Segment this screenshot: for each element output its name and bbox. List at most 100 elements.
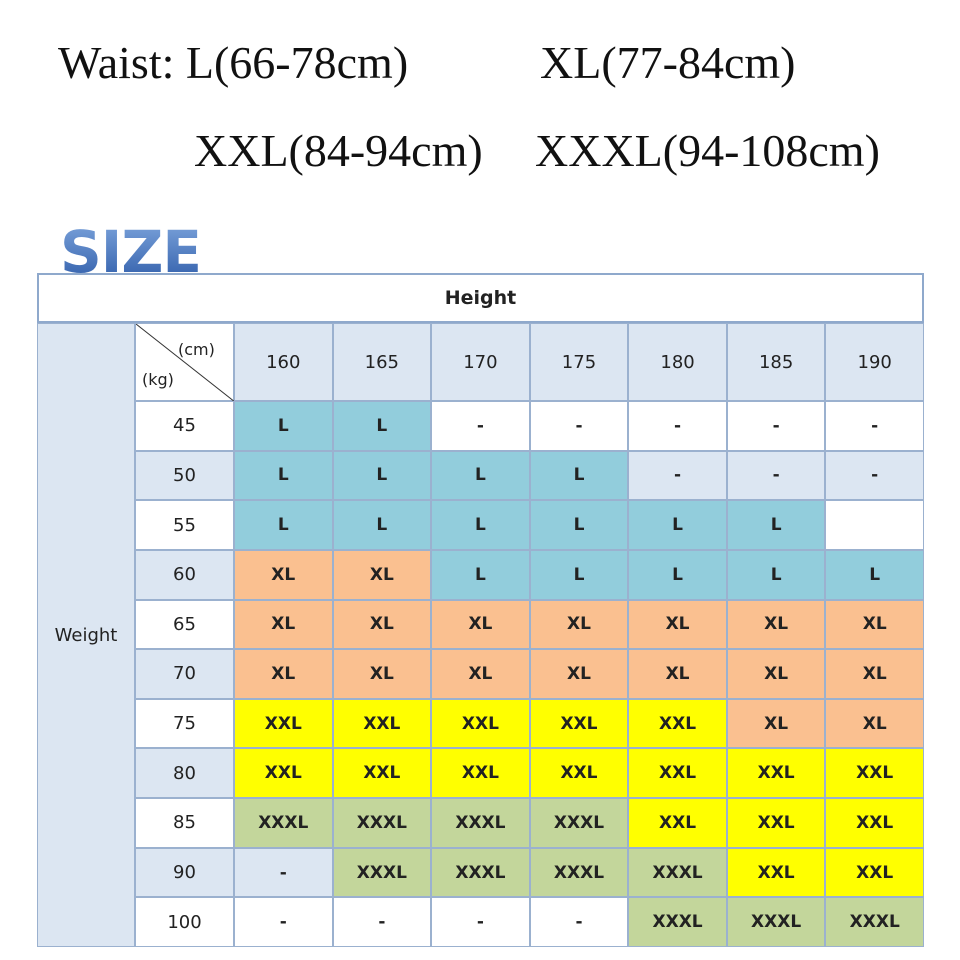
size-cell: XXXL [726,897,826,947]
size-cell: - [529,401,629,451]
size-cell: L [332,401,432,451]
size-cell: - [431,401,530,451]
size-cell: XXL [825,847,924,898]
waist-text: Waist: L(66-78cm) [58,37,409,88]
size-cell: XXXL [332,847,432,898]
size-cell: L [529,549,629,600]
size-cell: XL [234,649,333,699]
size-cell: XL [332,549,432,600]
weight-value: 85 [135,798,234,848]
size-cell: XXL [825,798,924,848]
size-cell: XXXL [431,798,530,848]
size-cell: L [234,500,333,550]
size-cell: - [529,897,629,947]
size-cell: XXL [529,698,629,749]
height-value: 190 [825,323,924,401]
size-cell: XL [628,599,727,650]
size-cell: XL [726,599,826,650]
size-cell: XL [825,649,924,699]
size-cell: L [431,549,530,600]
size-cell: L [332,500,432,550]
waist-text: XL(77-84cm) [540,37,796,88]
height-value: 175 [529,323,629,401]
size-cell: XXL [332,698,432,749]
size-cell: XL [825,599,924,650]
size-cell: XL [332,599,432,650]
size-cell: L [234,450,333,501]
corner: (cm) (kg) [135,323,235,402]
height-value: 185 [726,323,826,401]
size-cell: L [332,450,432,501]
size-cell: XL [431,599,530,650]
size-cell: L [529,500,629,550]
size-cell: L [628,500,727,550]
weight-value: 75 [135,698,234,749]
size-cell: XXXL [431,847,530,898]
size-cell: - [726,401,826,451]
size-cell: L [726,500,826,550]
size-cell: XL [234,599,333,650]
size-cell: XL [825,698,924,749]
size-cell: - [332,897,432,947]
size-cell: XXL [726,748,826,799]
size-cell: XXXL [529,847,629,898]
waist-text: XXL(84-94cm) [194,125,483,176]
size-cell: XL [726,698,826,749]
corner-cm: (cm) [178,340,215,359]
size-cell: XL [431,649,530,699]
size-cell: - [628,401,727,451]
weight-value: 80 [135,748,234,799]
size-cell: L [628,549,727,600]
weight-value: 50 [135,450,234,501]
weight-value: 55 [135,500,234,550]
height-value: 170 [431,323,530,401]
size-cell: XXXL [825,897,924,947]
corner-kg: (kg) [142,370,174,389]
weight-value: 100 [135,897,234,947]
weight-value: 70 [135,649,234,699]
size-cell: - [431,897,530,947]
height-header: Height [37,273,924,323]
size-cell: XXL [234,698,333,749]
size-cell: - [234,897,333,947]
size-cell: XXXL [332,798,432,848]
size-cell: L [431,450,530,501]
size-cell: L [825,549,924,600]
size-cell: XL [529,599,629,650]
size-cell: XL [628,649,727,699]
size-cell: XXL [529,748,629,799]
size-cell: XXL [825,748,924,799]
size-cell: XXL [628,748,727,799]
height-value: 180 [628,323,727,401]
size-cell: XXL [431,698,530,749]
size-cell: XL [234,549,333,600]
size-cell: XXL [628,698,727,749]
size-cell: XXXL [628,897,727,947]
size-cell: XXL [234,748,333,799]
height-value: 165 [332,323,432,401]
weight-value: 90 [135,847,234,898]
size-cell: XXL [726,847,826,898]
size-cell: XL [529,649,629,699]
size-cell: XL [332,649,432,699]
size-cell: - [726,450,826,501]
size-cell: XXL [332,748,432,799]
size-cell: XL [726,649,826,699]
size-cell: - [825,450,924,501]
weight-value: 60 [135,549,234,600]
size-cell: XXXL [234,798,333,848]
weight-header: Weight [37,323,135,947]
height-value: 160 [234,323,333,401]
weight-value: 65 [135,599,234,650]
weight-value: 45 [135,401,234,451]
size-cell: - [234,847,333,898]
waist-text: XXXL(94-108cm) [535,125,880,176]
size-cell [825,500,924,550]
size-cell: L [431,500,530,550]
size-cell: XXXL [529,798,629,848]
size-cell: XXL [726,798,826,848]
size-cell: XXXL [628,847,727,898]
size-cell: XXL [628,798,727,848]
size-cell: L [529,450,629,501]
